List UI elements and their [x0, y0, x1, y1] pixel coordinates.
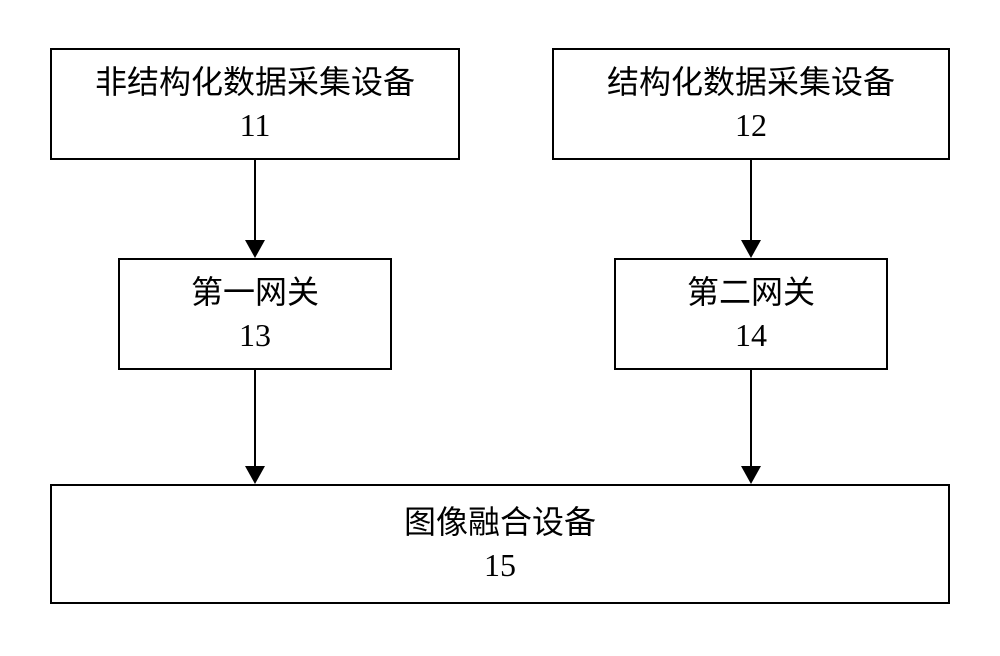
edge-arrow-head [741, 240, 761, 258]
edge-arrow-head [245, 466, 265, 484]
edge-line [750, 370, 752, 466]
edge-line [750, 160, 752, 240]
edge-arrow-head [741, 466, 761, 484]
edge-line [254, 370, 256, 466]
node-label: 非结构化数据采集设备 [95, 61, 415, 104]
node-n11: 非结构化数据采集设备11 [50, 48, 460, 160]
node-label: 第一网关 [191, 271, 319, 314]
node-label: 图像融合设备 [404, 501, 596, 544]
node-n14: 第二网关14 [614, 258, 888, 370]
node-label: 结构化数据采集设备 [607, 61, 895, 104]
node-number: 12 [735, 104, 767, 147]
node-number: 15 [484, 544, 516, 587]
node-n15: 图像融合设备15 [50, 484, 950, 604]
node-number: 14 [735, 314, 767, 357]
node-n13: 第一网关13 [118, 258, 392, 370]
node-label: 第二网关 [687, 271, 815, 314]
edge-arrow-head [245, 240, 265, 258]
node-number: 13 [239, 314, 271, 357]
node-n12: 结构化数据采集设备12 [552, 48, 950, 160]
flowchart-canvas: 非结构化数据采集设备11 结构化数据采集设备12 第一网关13 第二网关14 图像融合设… [0, 0, 1000, 656]
node-number: 11 [240, 104, 271, 147]
edge-line [254, 160, 256, 240]
